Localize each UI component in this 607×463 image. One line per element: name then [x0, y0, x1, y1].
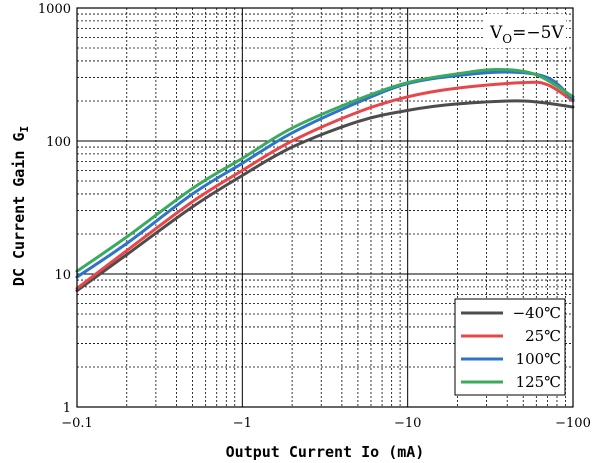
legend-label-2: 100℃ — [516, 350, 561, 368]
y-tick-label: 1000 — [38, 2, 71, 17]
series-line-1 — [75, 80, 575, 290]
plot-frame — [76, 7, 574, 408]
y-tick-labels: 1 10 100 1000 — [38, 2, 71, 416]
grid-major — [77, 8, 573, 407]
x-tick-label: −10 — [394, 416, 421, 431]
annotation-suffix: =−5V — [512, 23, 564, 43]
legend-label-3: 125℃ — [516, 373, 561, 391]
x-axis-title: Output Current Io (mA) — [226, 443, 425, 461]
voltage-annotation: VO=−5V — [484, 14, 566, 48]
x-tick-labels: −0.1 −1 −10 −100 — [61, 416, 591, 431]
y-axis-title: DC Current Gain GI — [10, 126, 31, 286]
x-tick-label: −0.1 — [61, 416, 93, 431]
series-line-2 — [75, 70, 575, 279]
legend-entry-0: −40℃ — [461, 304, 561, 322]
legend-entry-1: 25℃ — [461, 327, 561, 345]
series-layer — [75, 67, 575, 293]
annotation-background — [484, 14, 566, 48]
series-line-3 — [75, 67, 575, 273]
y-tick-label: 10 — [54, 268, 71, 283]
annotation-prefix: V — [489, 23, 503, 43]
x-tick-label: −100 — [555, 416, 591, 431]
legend-entry-2: 100℃ — [461, 350, 561, 368]
series-line-0 — [75, 99, 575, 293]
y-tick-label: 100 — [46, 135, 71, 150]
legend-label-1: 25℃ — [525, 327, 561, 345]
legend: −40℃ 25℃ 100℃ 125℃ — [454, 298, 566, 396]
y-axis-title-main: DC Current Gain G — [10, 133, 28, 287]
y-tick-label: 1 — [63, 401, 71, 416]
legend-box — [454, 298, 566, 396]
legend-label-0: −40℃ — [513, 304, 561, 322]
annotation-text: VO=−5V — [489, 23, 564, 46]
annotation-sub: O — [502, 32, 512, 46]
x-tick-label: −1 — [233, 416, 252, 431]
legend-entry-3: 125℃ — [461, 373, 561, 391]
y-axis-title-sub: I — [18, 126, 31, 133]
